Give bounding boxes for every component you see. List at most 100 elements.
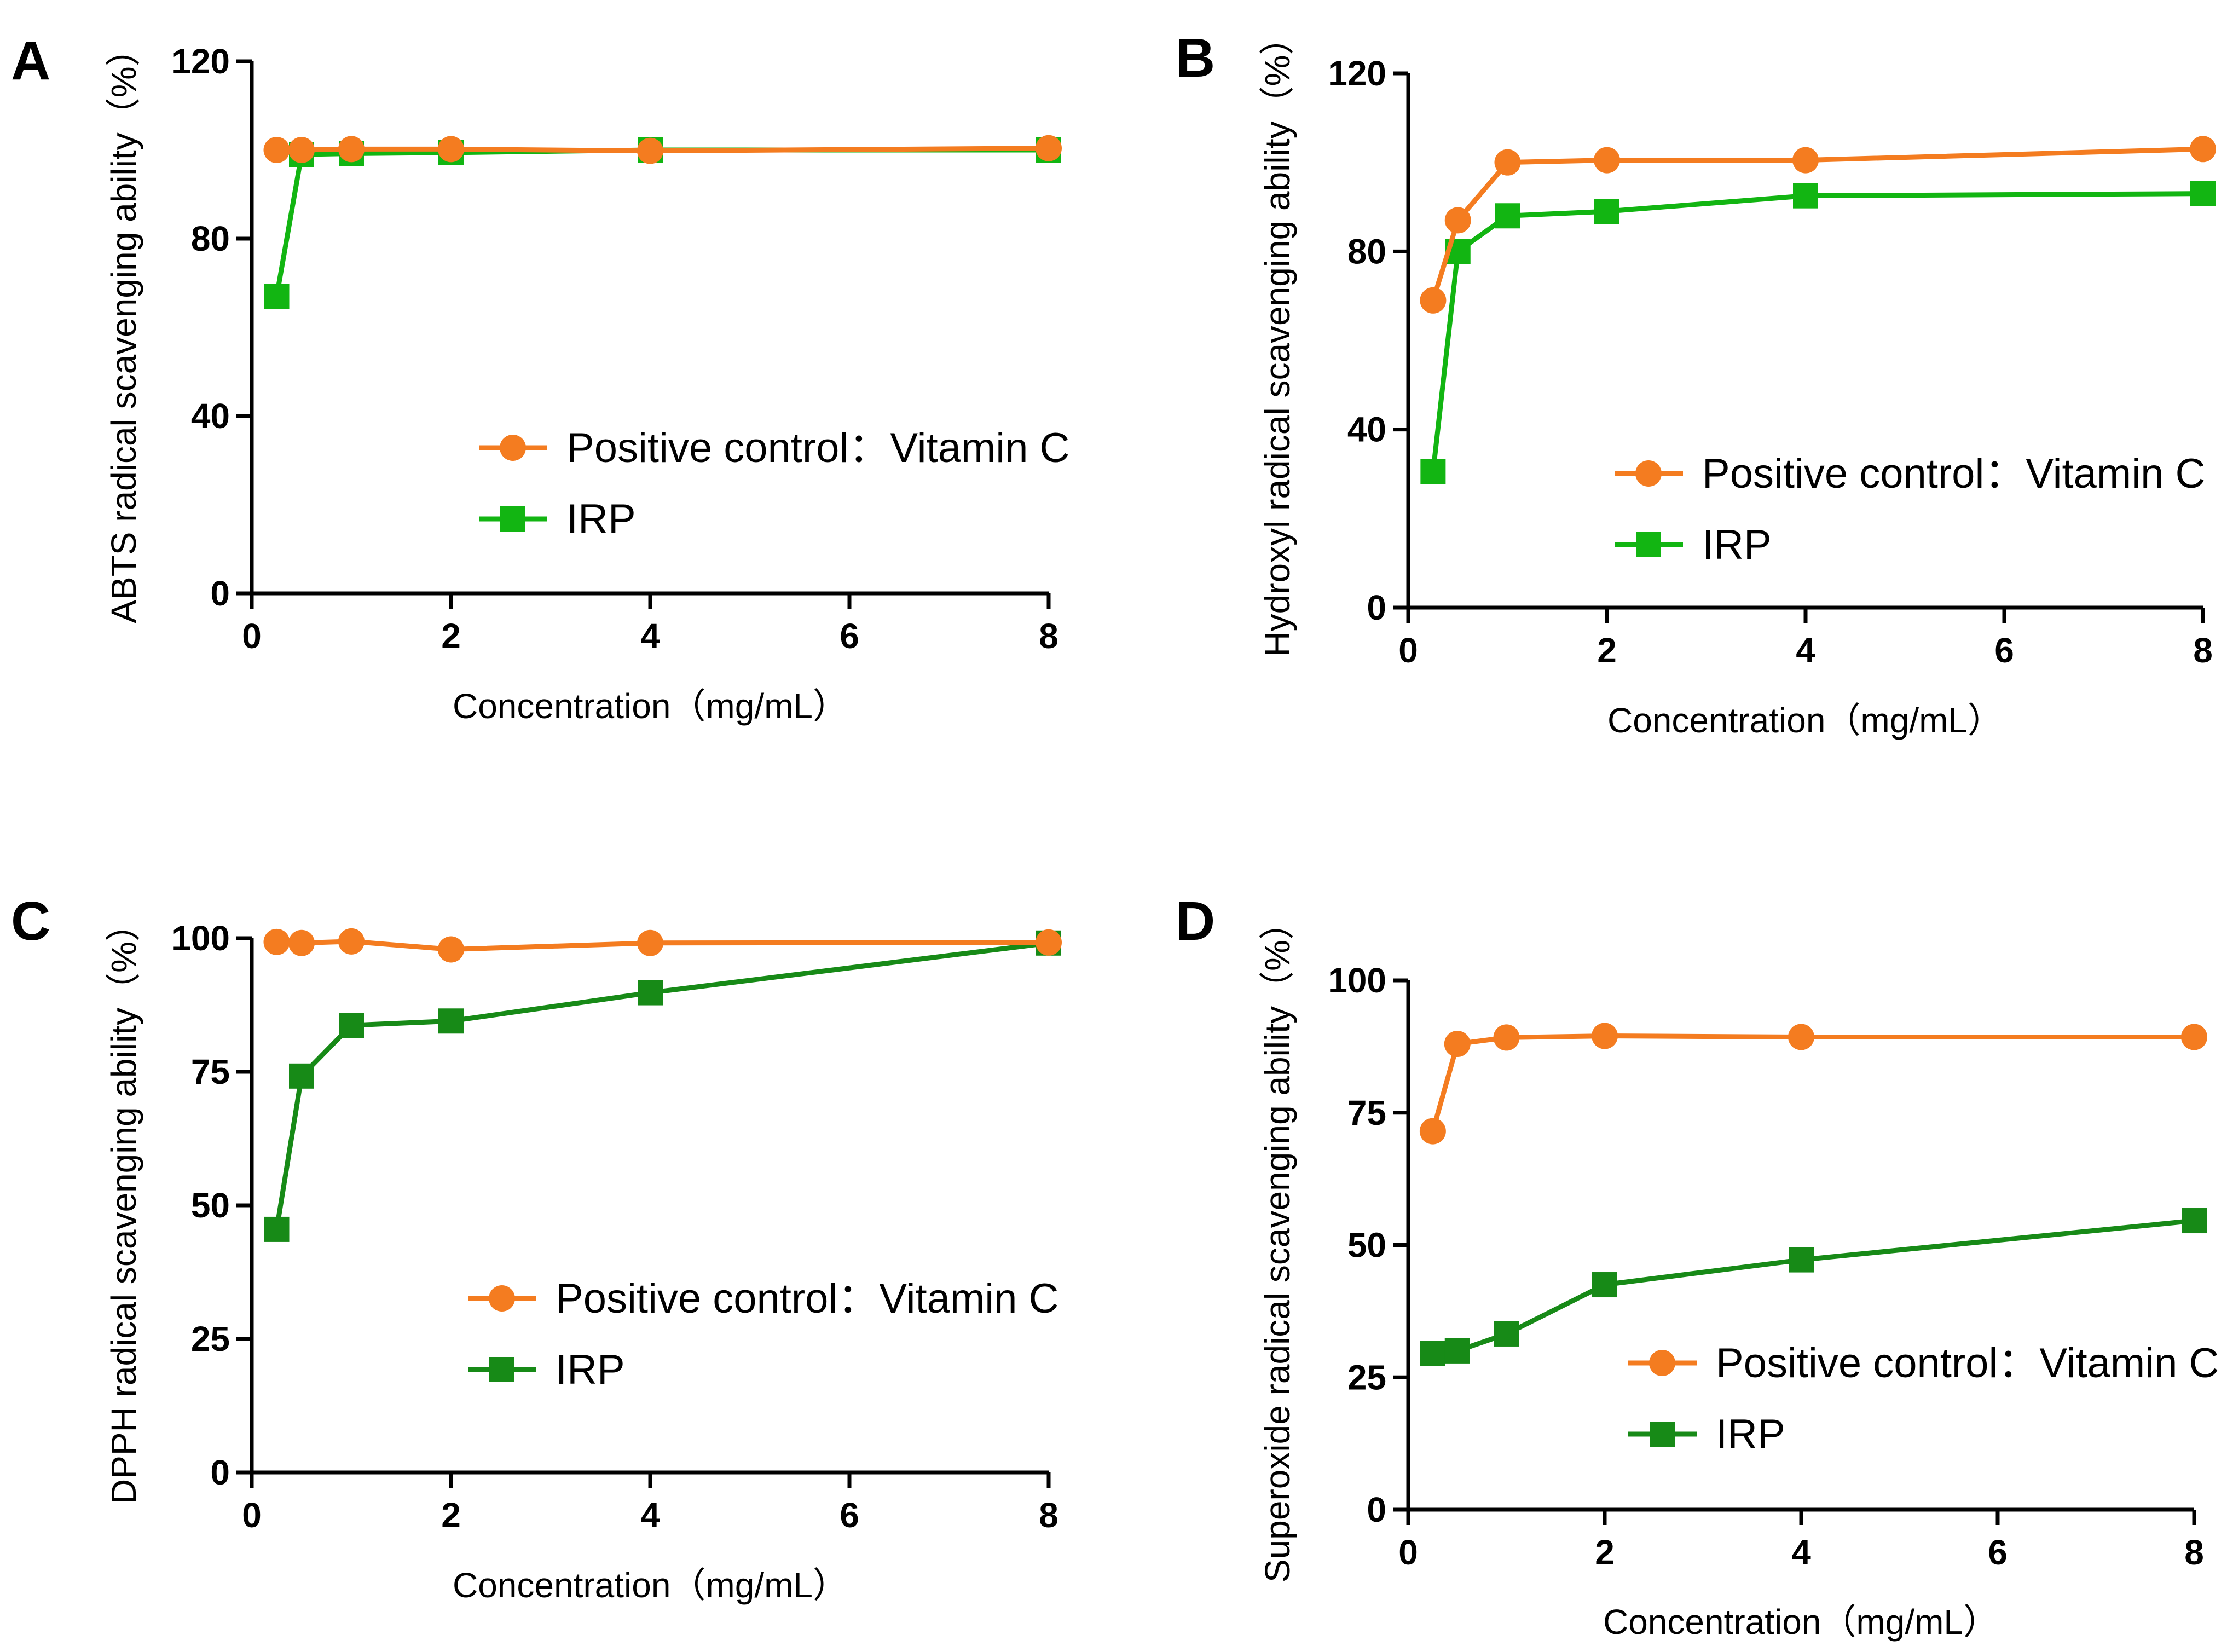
y-tick-label: 40	[1347, 410, 1386, 449]
series-line-irp	[274, 940, 1049, 1230]
y-tick-label: 100	[171, 919, 230, 958]
vitamin-c-data-point	[288, 137, 315, 163]
vitamin-c-data-point	[1420, 287, 1447, 314]
irp-data-point	[339, 1013, 364, 1038]
x-tick-label: 8	[2184, 1533, 2204, 1572]
legend-marker-vitamin-c	[1649, 1350, 1675, 1376]
irp-data-point	[1420, 459, 1446, 484]
vitamin-c-data-point	[1493, 1024, 1520, 1051]
vitamin-c-data-point	[438, 136, 464, 163]
legend-label-irp: IRP	[1702, 522, 1772, 568]
irp-data-point	[1594, 199, 1619, 224]
legend-label-irp: IRP	[556, 1347, 625, 1393]
legend-label-irp: IRP	[566, 496, 636, 542]
y-tick-label: 25	[191, 1319, 230, 1359]
irp-data-point	[1420, 1341, 1445, 1366]
x-tick-label: 8	[1039, 616, 1058, 656]
vitamin-c-data-point	[1036, 135, 1062, 161]
y-axis-title: ABTS radical scavenging ability（%）	[104, 31, 143, 623]
x-tick-label: 0	[242, 1495, 262, 1535]
panel-a: A Concentration（mg/mL） ABTS radical scav…	[11, 30, 1069, 726]
irp-data-point	[1494, 1321, 1519, 1347]
x-tick-label: 6	[840, 1495, 859, 1535]
panel-label-b: B	[1176, 27, 1215, 89]
x-tick-label: 4	[640, 616, 660, 656]
vitamin-c-data-point	[1592, 1023, 1618, 1049]
legend-marker-irp	[1650, 1422, 1675, 1447]
series-line-vitamin-c	[1430, 1033, 2194, 1132]
y-tick-label: 0	[1367, 588, 1386, 627]
vitamin-c-data-point	[1494, 149, 1521, 176]
x-axis-title: Concentration（mg/mL）	[1607, 701, 2003, 740]
legend-label-vitamin-c: Positive control：Vitamin C	[1702, 450, 2205, 497]
irp-data-point	[1592, 1272, 1617, 1298]
legend-marker-irp	[500, 506, 525, 532]
x-tick-label: 0	[242, 616, 262, 656]
vitamin-c-data-point	[637, 929, 663, 956]
legend-label-vitamin-c: Positive control：Vitamin C	[556, 1275, 1058, 1322]
vitamin-c-data-point	[1444, 207, 1471, 234]
vitamin-c-data-point	[438, 936, 464, 963]
y-axis-title: DPPH radical scavenging ability（%）	[104, 906, 143, 1504]
vitamin-c-data-point	[1594, 147, 1620, 174]
x-tick-label: 2	[1597, 631, 1617, 670]
x-tick-label: 0	[1398, 631, 1418, 670]
irp-data-point	[1444, 1338, 1470, 1364]
y-tick-label: 50	[191, 1186, 230, 1225]
irp-data-point	[2190, 181, 2216, 206]
vitamin-c-data-point	[2181, 1024, 2207, 1050]
y-tick-label: 120	[171, 42, 230, 81]
y-axis-title: Hydroxyl radical scavenging ability（%）	[1258, 20, 1297, 656]
vitamin-c-data-point	[2190, 136, 2216, 163]
legend-marker-irp	[489, 1357, 514, 1382]
panel-label-a: A	[11, 30, 50, 91]
x-tick-label: 2	[441, 1495, 461, 1535]
y-tick-label: 40	[191, 396, 230, 436]
x-tick-label: 4	[1791, 1533, 1811, 1572]
x-tick-label: 8	[1039, 1495, 1058, 1535]
x-tick-label: 4	[640, 1495, 660, 1535]
vitamin-c-data-point	[263, 137, 290, 163]
legend-marker-vitamin-c	[489, 1285, 515, 1312]
y-axis-title: Superoxide radical scavenging ability（%）	[1258, 905, 1297, 1582]
irp-data-point	[1789, 1247, 1814, 1273]
irp-data-point	[264, 1216, 290, 1242]
x-tick-label: 2	[1595, 1533, 1615, 1572]
x-tick-label: 6	[840, 616, 859, 656]
irp-data-point	[289, 1063, 314, 1089]
legend-marker-vitamin-c	[1635, 460, 1662, 487]
x-tick-label: 0	[1398, 1533, 1418, 1572]
y-tick-label: 100	[1328, 961, 1386, 1000]
vitamin-c-data-point	[1419, 1118, 1446, 1145]
vitamin-c-data-point	[338, 928, 365, 955]
irp-data-point	[1793, 183, 1818, 209]
legend-label-irp: IRP	[1716, 1411, 1785, 1458]
y-tick-label: 0	[1367, 1490, 1386, 1529]
y-tick-label: 25	[1347, 1358, 1386, 1397]
x-tick-label: 2	[441, 616, 461, 656]
irp-data-point	[1495, 203, 1520, 229]
y-tick-label: 80	[191, 219, 230, 258]
legend-marker-irp	[1636, 532, 1661, 557]
x-axis-title: Concentration（mg/mL）	[453, 686, 848, 726]
irp-data-point	[438, 1008, 464, 1034]
irp-data-point	[638, 980, 663, 1006]
vitamin-c-data-point	[637, 137, 663, 164]
series-line-vitamin-c	[1431, 146, 2203, 302]
irp-data-point	[264, 284, 290, 309]
x-tick-label: 6	[1994, 631, 2014, 670]
vitamin-c-data-point	[1444, 1031, 1471, 1058]
x-axis-title: Concentration（mg/mL）	[1603, 1602, 1998, 1642]
x-tick-label: 8	[2193, 631, 2213, 670]
panel-b: B Concentration（mg/mL） Hydroxyl radical …	[1176, 20, 2216, 740]
y-tick-label: 75	[1347, 1093, 1386, 1133]
y-tick-label: 75	[191, 1052, 230, 1091]
irp-data-point	[2182, 1208, 2207, 1234]
y-tick-label: 120	[1328, 54, 1386, 93]
vitamin-c-data-point	[263, 928, 290, 955]
y-tick-label: 80	[1347, 232, 1386, 271]
y-tick-label: 50	[1347, 1226, 1386, 1265]
x-tick-label: 4	[1796, 631, 1815, 670]
